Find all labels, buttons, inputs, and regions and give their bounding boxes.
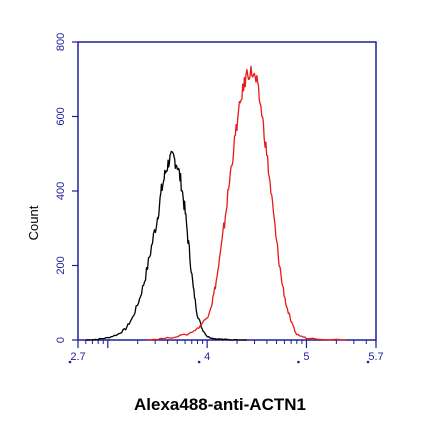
y-tick-label: 400 xyxy=(55,182,67,200)
x-tick-label: 4 xyxy=(204,351,210,363)
x-tick-dot xyxy=(197,360,201,364)
x-tick-dot xyxy=(297,360,300,364)
plot-frame xyxy=(77,41,377,341)
x-tick-dot xyxy=(366,360,370,364)
y-tick-label: 600 xyxy=(55,107,67,125)
series-line-1 xyxy=(147,65,347,341)
y-tick-label: 200 xyxy=(55,256,67,274)
x-tick-label: 5 xyxy=(303,351,309,363)
y-tick-label: 800 xyxy=(55,33,67,51)
series-line-0 xyxy=(85,150,247,341)
x-axis-label: Alexa488-anti-ACTN1 xyxy=(134,395,306,414)
x-tick-label: 2.7 xyxy=(70,351,85,363)
x-tick-label: 5.7 xyxy=(368,351,383,363)
x-tick-dot xyxy=(68,360,72,364)
y-axis-label: Count xyxy=(26,205,41,240)
y-tick-label: 0 xyxy=(55,337,67,343)
